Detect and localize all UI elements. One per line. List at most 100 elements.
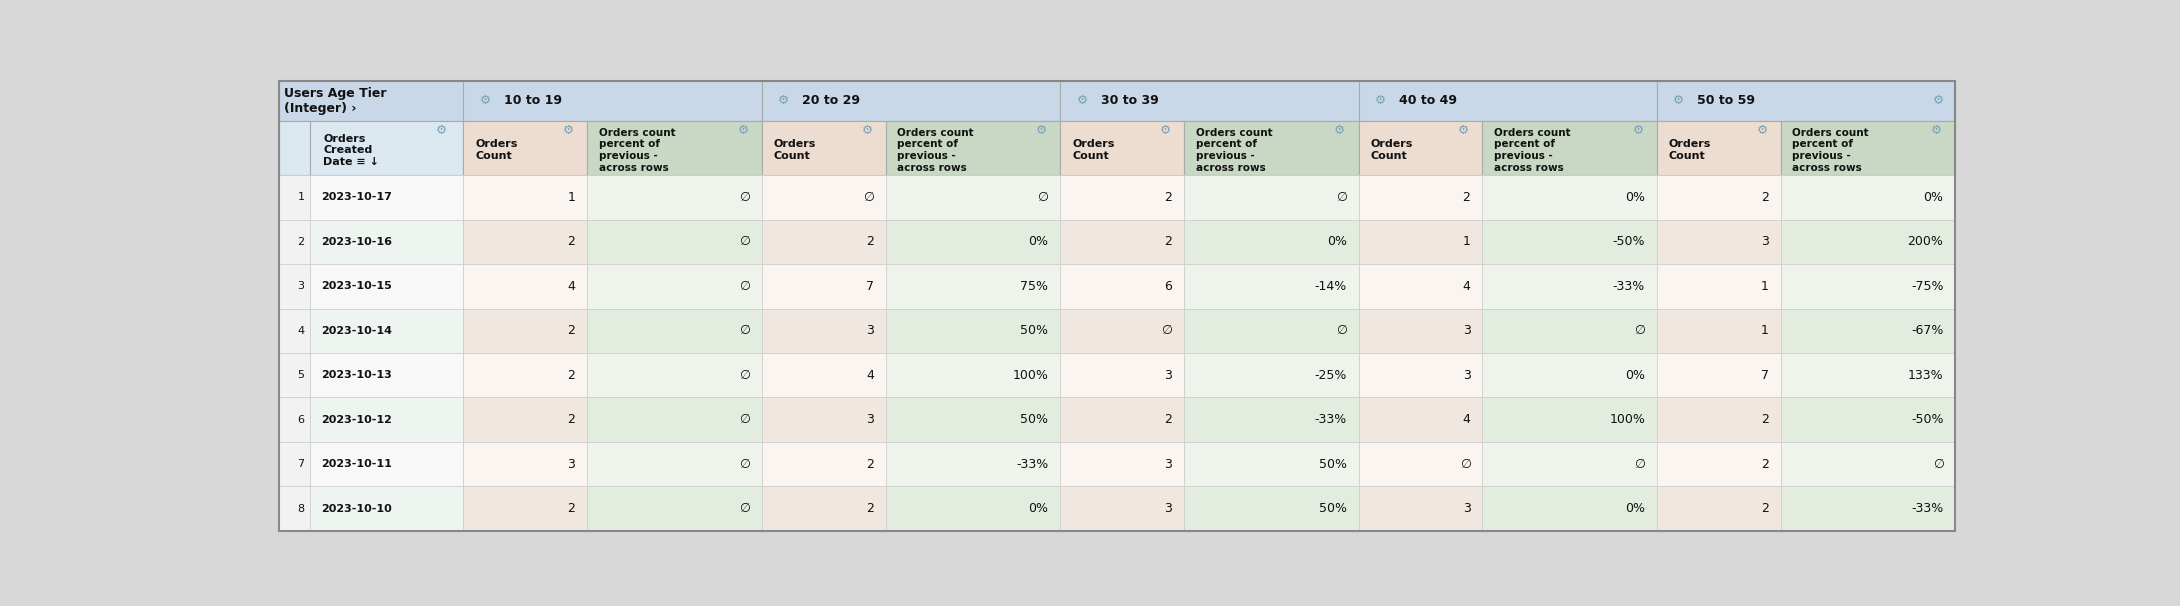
Bar (464, 175, 586, 219)
Bar (1059, 219, 1184, 264)
Text: ∅: ∅ (739, 413, 750, 426)
Bar (1657, 219, 1781, 264)
Bar (1482, 398, 1657, 442)
Bar (1184, 219, 1358, 264)
Text: 0%: 0% (1029, 502, 1049, 515)
Bar (586, 308, 761, 353)
Text: ⚙: ⚙ (1931, 124, 1942, 138)
Bar (279, 487, 310, 531)
Text: 50%: 50% (1020, 324, 1049, 338)
Bar (1184, 398, 1358, 442)
Text: 4: 4 (567, 280, 576, 293)
Bar (1657, 442, 1781, 487)
Text: 2: 2 (1761, 458, 1768, 471)
Text: 2: 2 (865, 235, 874, 248)
Text: ⚙: ⚙ (1934, 94, 1945, 107)
Text: 0%: 0% (1624, 191, 1646, 204)
Text: 8: 8 (296, 504, 305, 514)
Text: ⚙: ⚙ (1674, 94, 1685, 107)
Text: 4: 4 (865, 368, 874, 382)
Text: ∅: ∅ (739, 191, 750, 204)
Bar (761, 264, 885, 308)
Text: 3: 3 (296, 281, 305, 291)
Text: ⚙: ⚙ (480, 94, 491, 107)
Text: Orders
Count: Orders Count (1073, 139, 1114, 161)
Text: 0%: 0% (1624, 502, 1646, 515)
Text: 2: 2 (567, 502, 576, 515)
Bar (464, 308, 586, 353)
Text: -33%: -33% (1912, 502, 1942, 515)
Bar (761, 308, 885, 353)
Text: -33%: -33% (1315, 413, 1347, 426)
Text: ⚙: ⚙ (1376, 94, 1386, 107)
Text: 3: 3 (1761, 235, 1768, 248)
Text: 2: 2 (1761, 191, 1768, 204)
Bar (586, 219, 761, 264)
Text: Orders count
percent of
previous -
across rows: Orders count percent of previous - acros… (1197, 128, 1273, 173)
Bar (1657, 353, 1781, 398)
Text: 5: 5 (296, 370, 305, 380)
Bar (1358, 264, 1482, 308)
Text: -50%: -50% (1613, 235, 1646, 248)
Text: 133%: 133% (1908, 368, 1942, 382)
Text: ∅: ∅ (1461, 458, 1472, 471)
Text: ∅: ∅ (1635, 458, 1646, 471)
Bar (586, 121, 761, 175)
Bar (1482, 487, 1657, 531)
Text: 2023-10-12: 2023-10-12 (320, 415, 392, 425)
Text: 1: 1 (1761, 324, 1768, 338)
Text: 1: 1 (296, 192, 305, 202)
Bar (1358, 442, 1482, 487)
Bar (761, 487, 885, 531)
Text: 3: 3 (1164, 458, 1173, 471)
Bar (885, 308, 1059, 353)
Text: ∅: ∅ (739, 458, 750, 471)
Bar (1184, 442, 1358, 487)
Bar (310, 175, 464, 219)
Bar (1184, 308, 1358, 353)
Text: ∅: ∅ (1162, 324, 1173, 338)
Text: 2: 2 (567, 413, 576, 426)
Bar (1184, 353, 1358, 398)
Bar (279, 264, 310, 308)
Text: 40 to 49: 40 to 49 (1400, 94, 1456, 107)
Bar (1059, 175, 1184, 219)
Text: 3: 3 (1164, 502, 1173, 515)
Text: 2: 2 (567, 368, 576, 382)
Bar (1482, 264, 1657, 308)
Text: 50%: 50% (1319, 458, 1347, 471)
Bar (885, 353, 1059, 398)
Text: 4: 4 (1463, 413, 1472, 426)
Bar (586, 264, 761, 308)
Bar (1781, 442, 1955, 487)
Text: 2: 2 (296, 237, 305, 247)
Text: ⚙: ⚙ (737, 124, 750, 138)
Bar (310, 219, 464, 264)
Bar (885, 487, 1059, 531)
Text: 2: 2 (1463, 191, 1472, 204)
Text: 2023-10-13: 2023-10-13 (320, 370, 392, 380)
Bar (464, 398, 586, 442)
Text: 3: 3 (1463, 368, 1472, 382)
Bar (1657, 264, 1781, 308)
Text: 2: 2 (1761, 502, 1768, 515)
Text: 3: 3 (1164, 368, 1173, 382)
Text: 2023-10-11: 2023-10-11 (320, 459, 392, 469)
Bar (1184, 121, 1358, 175)
Text: 0%: 0% (1923, 191, 1942, 204)
Bar (761, 175, 885, 219)
Text: Users Age Tier
(Integer) ›: Users Age Tier (Integer) › (283, 87, 386, 115)
Bar (586, 398, 761, 442)
Bar (885, 398, 1059, 442)
Bar (586, 487, 761, 531)
Text: 75%: 75% (1020, 280, 1049, 293)
Bar (1184, 487, 1358, 531)
Bar (279, 442, 310, 487)
Text: Orders count
percent of
previous -
across rows: Orders count percent of previous - acros… (1493, 128, 1572, 173)
Bar (1184, 264, 1358, 308)
Bar (1059, 398, 1184, 442)
Bar (1657, 81, 1955, 121)
Text: ⚙: ⚙ (1036, 124, 1046, 138)
Bar (586, 442, 761, 487)
Text: -14%: -14% (1315, 280, 1347, 293)
